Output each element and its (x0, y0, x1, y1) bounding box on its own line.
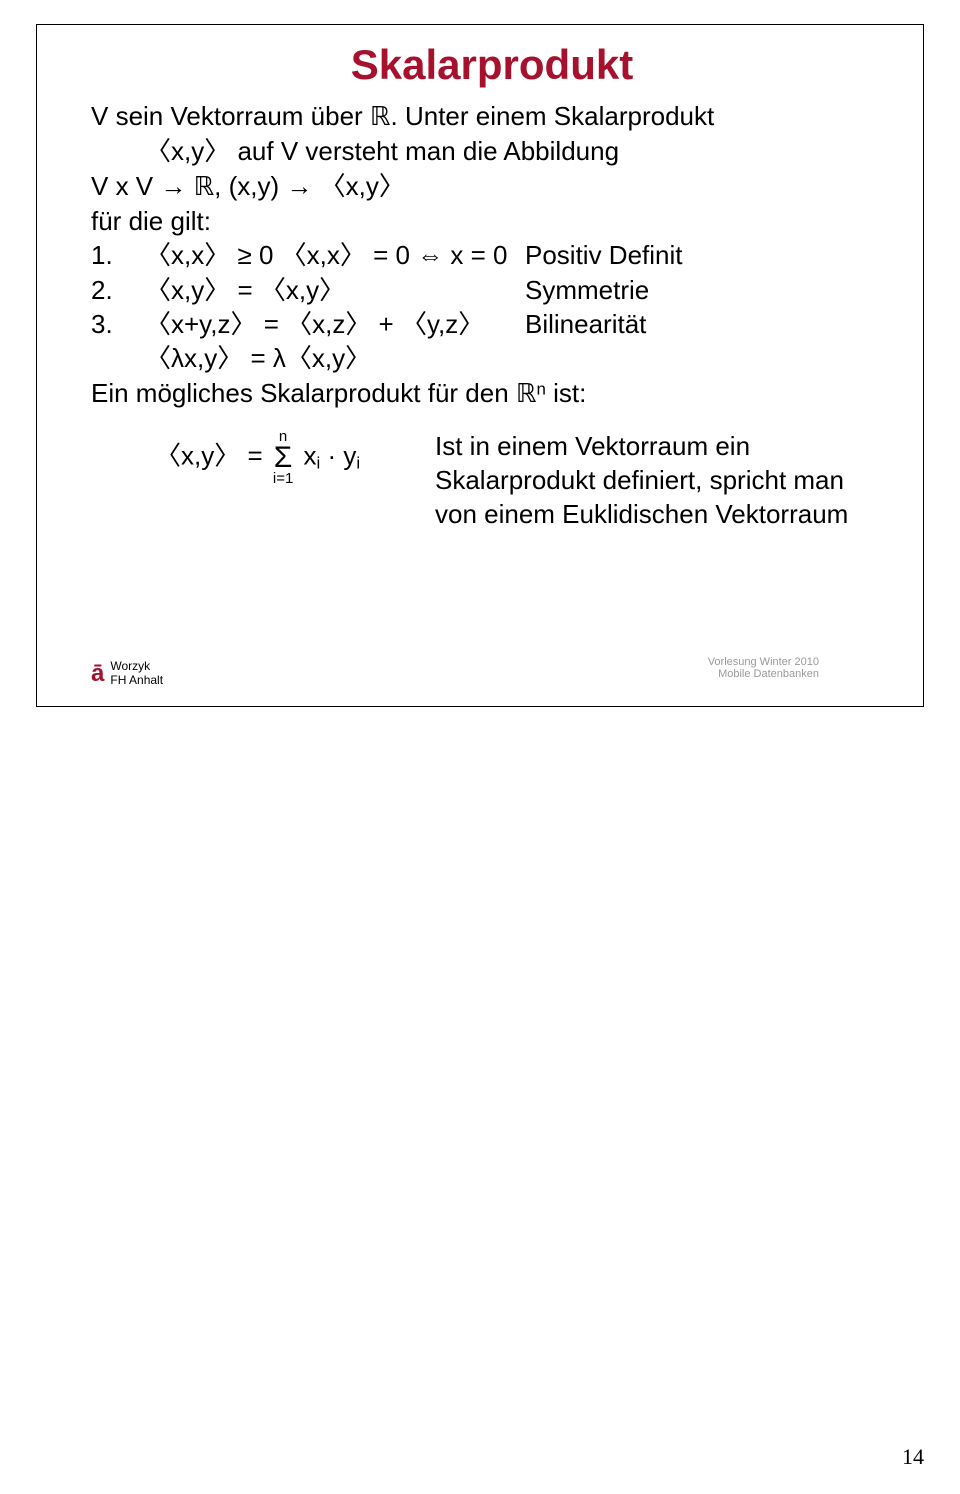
intro-1-a: V sein Vektorraum über (91, 101, 370, 131)
def-num: 1. (91, 238, 145, 272)
formula-box: 〈x,y〉 = n Σ i=1 xi · yi (91, 429, 435, 486)
intro-1-b: . Unter einem Skalarprodukt (391, 101, 715, 131)
definition-row-2: 2. 〈x,y〉 = 〈x,y〉 Symmetrie (91, 273, 893, 307)
formula-rhs-y: · y (320, 440, 356, 470)
def-math: 〈x,x〉 ≥ 0 〈x,x〉 = 0 ⇔ x = 0 (145, 238, 525, 272)
overlay-line-2: Mobile Datenbanken (708, 668, 819, 680)
formula-explain: Ist in einem Vektorraum ein Skalarproduk… (435, 429, 893, 532)
overlay-line-1: Vorlesung Winter 2010 (708, 656, 819, 668)
def-num: 3. (91, 307, 145, 341)
definition-row-3: 3. 〈x+y,z〉 = 〈x,z〉 + 〈y,z〉 Bilinearität (91, 307, 893, 341)
sum-bot: i=1 (273, 471, 293, 486)
def-label: Positiv Definit (525, 238, 893, 272)
explain-line-1: Ist in einem Vektorraum ein (435, 429, 893, 463)
overlay-note: Vorlesung Winter 2010 Mobile Datenbanken (708, 656, 819, 680)
slide-footer: ā Worzyk FH Anhalt (91, 660, 163, 688)
real-symbol-3: ℝ (516, 379, 537, 408)
footer-line-1: Worzyk (110, 660, 163, 674)
intro-line-2: 〈x,y〉 auf V versteht man die Abbildung (91, 134, 893, 168)
rn-sup: n (536, 379, 545, 398)
def-math: 〈x,y〉 = 〈x,y〉 (145, 273, 525, 307)
post-line-1: Ein mögliches Skalarprodukt für den ℝn i… (91, 376, 893, 411)
sigma-icon: Σ (273, 444, 293, 471)
intro-line-3: V x V → ℝ, (x,y) → 〈x,y〉 (91, 169, 893, 204)
explain-line-2: Skalarprodukt definiert, spricht man (435, 463, 893, 497)
post-1-a: Ein mögliches Skalarprodukt für den (91, 378, 516, 408)
intro-3-b: , (x,y) → 〈x,y〉 (214, 171, 405, 201)
logo-icon: ā (91, 666, 104, 683)
def-extra: 〈λx,y〉 = λ〈x,y〉 (145, 341, 525, 375)
definition-row-extra: 〈λx,y〉 = λ〈x,y〉 (91, 341, 893, 375)
def-num-blank (91, 341, 145, 375)
def-label: Bilinearität (525, 307, 893, 341)
real-symbol-2: ℝ (194, 172, 215, 201)
def-num: 2. (91, 273, 145, 307)
footer-text: Worzyk FH Anhalt (110, 660, 163, 688)
slide-title: Skalarprodukt (91, 41, 893, 89)
post-1-b: ist: (546, 378, 586, 408)
real-symbol: ℝ (370, 102, 391, 131)
slide-frame: Skalarprodukt V sein Vektorraum über ℝ. … (36, 24, 924, 707)
intro-3-a: V x V → (91, 171, 194, 201)
def-label-blank (525, 341, 893, 375)
formula-row: 〈x,y〉 = n Σ i=1 xi · yi Ist in einem Vek… (91, 429, 893, 532)
page-number: 14 (902, 1444, 924, 1470)
intro-line-1: V sein Vektorraum über ℝ. Unter einem Sk… (91, 99, 893, 134)
sub-i-2: i (356, 453, 360, 472)
def-math: 〈x+y,z〉 = 〈x,z〉 + 〈y,z〉 (145, 307, 525, 341)
explain-line-3: von einem Euklidischen Vektorraum (435, 497, 893, 531)
definition-row-1: 1. 〈x,x〉 ≥ 0 〈x,x〉 = 0 ⇔ x = 0 Positiv D… (91, 238, 893, 272)
intro-line-4: für die gilt: (91, 204, 893, 238)
sum-symbol: n Σ i=1 (273, 429, 293, 486)
formula-rhs-x: x (296, 440, 316, 470)
def-label: Symmetrie (525, 273, 893, 307)
slide-body: V sein Vektorraum über ℝ. Unter einem Sk… (91, 99, 893, 532)
footer-line-2: FH Anhalt (110, 674, 163, 688)
formula-lhs: 〈x,y〉 = (155, 440, 270, 470)
